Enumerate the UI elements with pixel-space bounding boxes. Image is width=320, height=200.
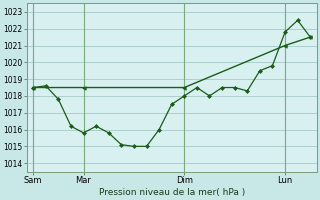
X-axis label: Pression niveau de la mer( hPa ): Pression niveau de la mer( hPa ) [99,188,245,197]
